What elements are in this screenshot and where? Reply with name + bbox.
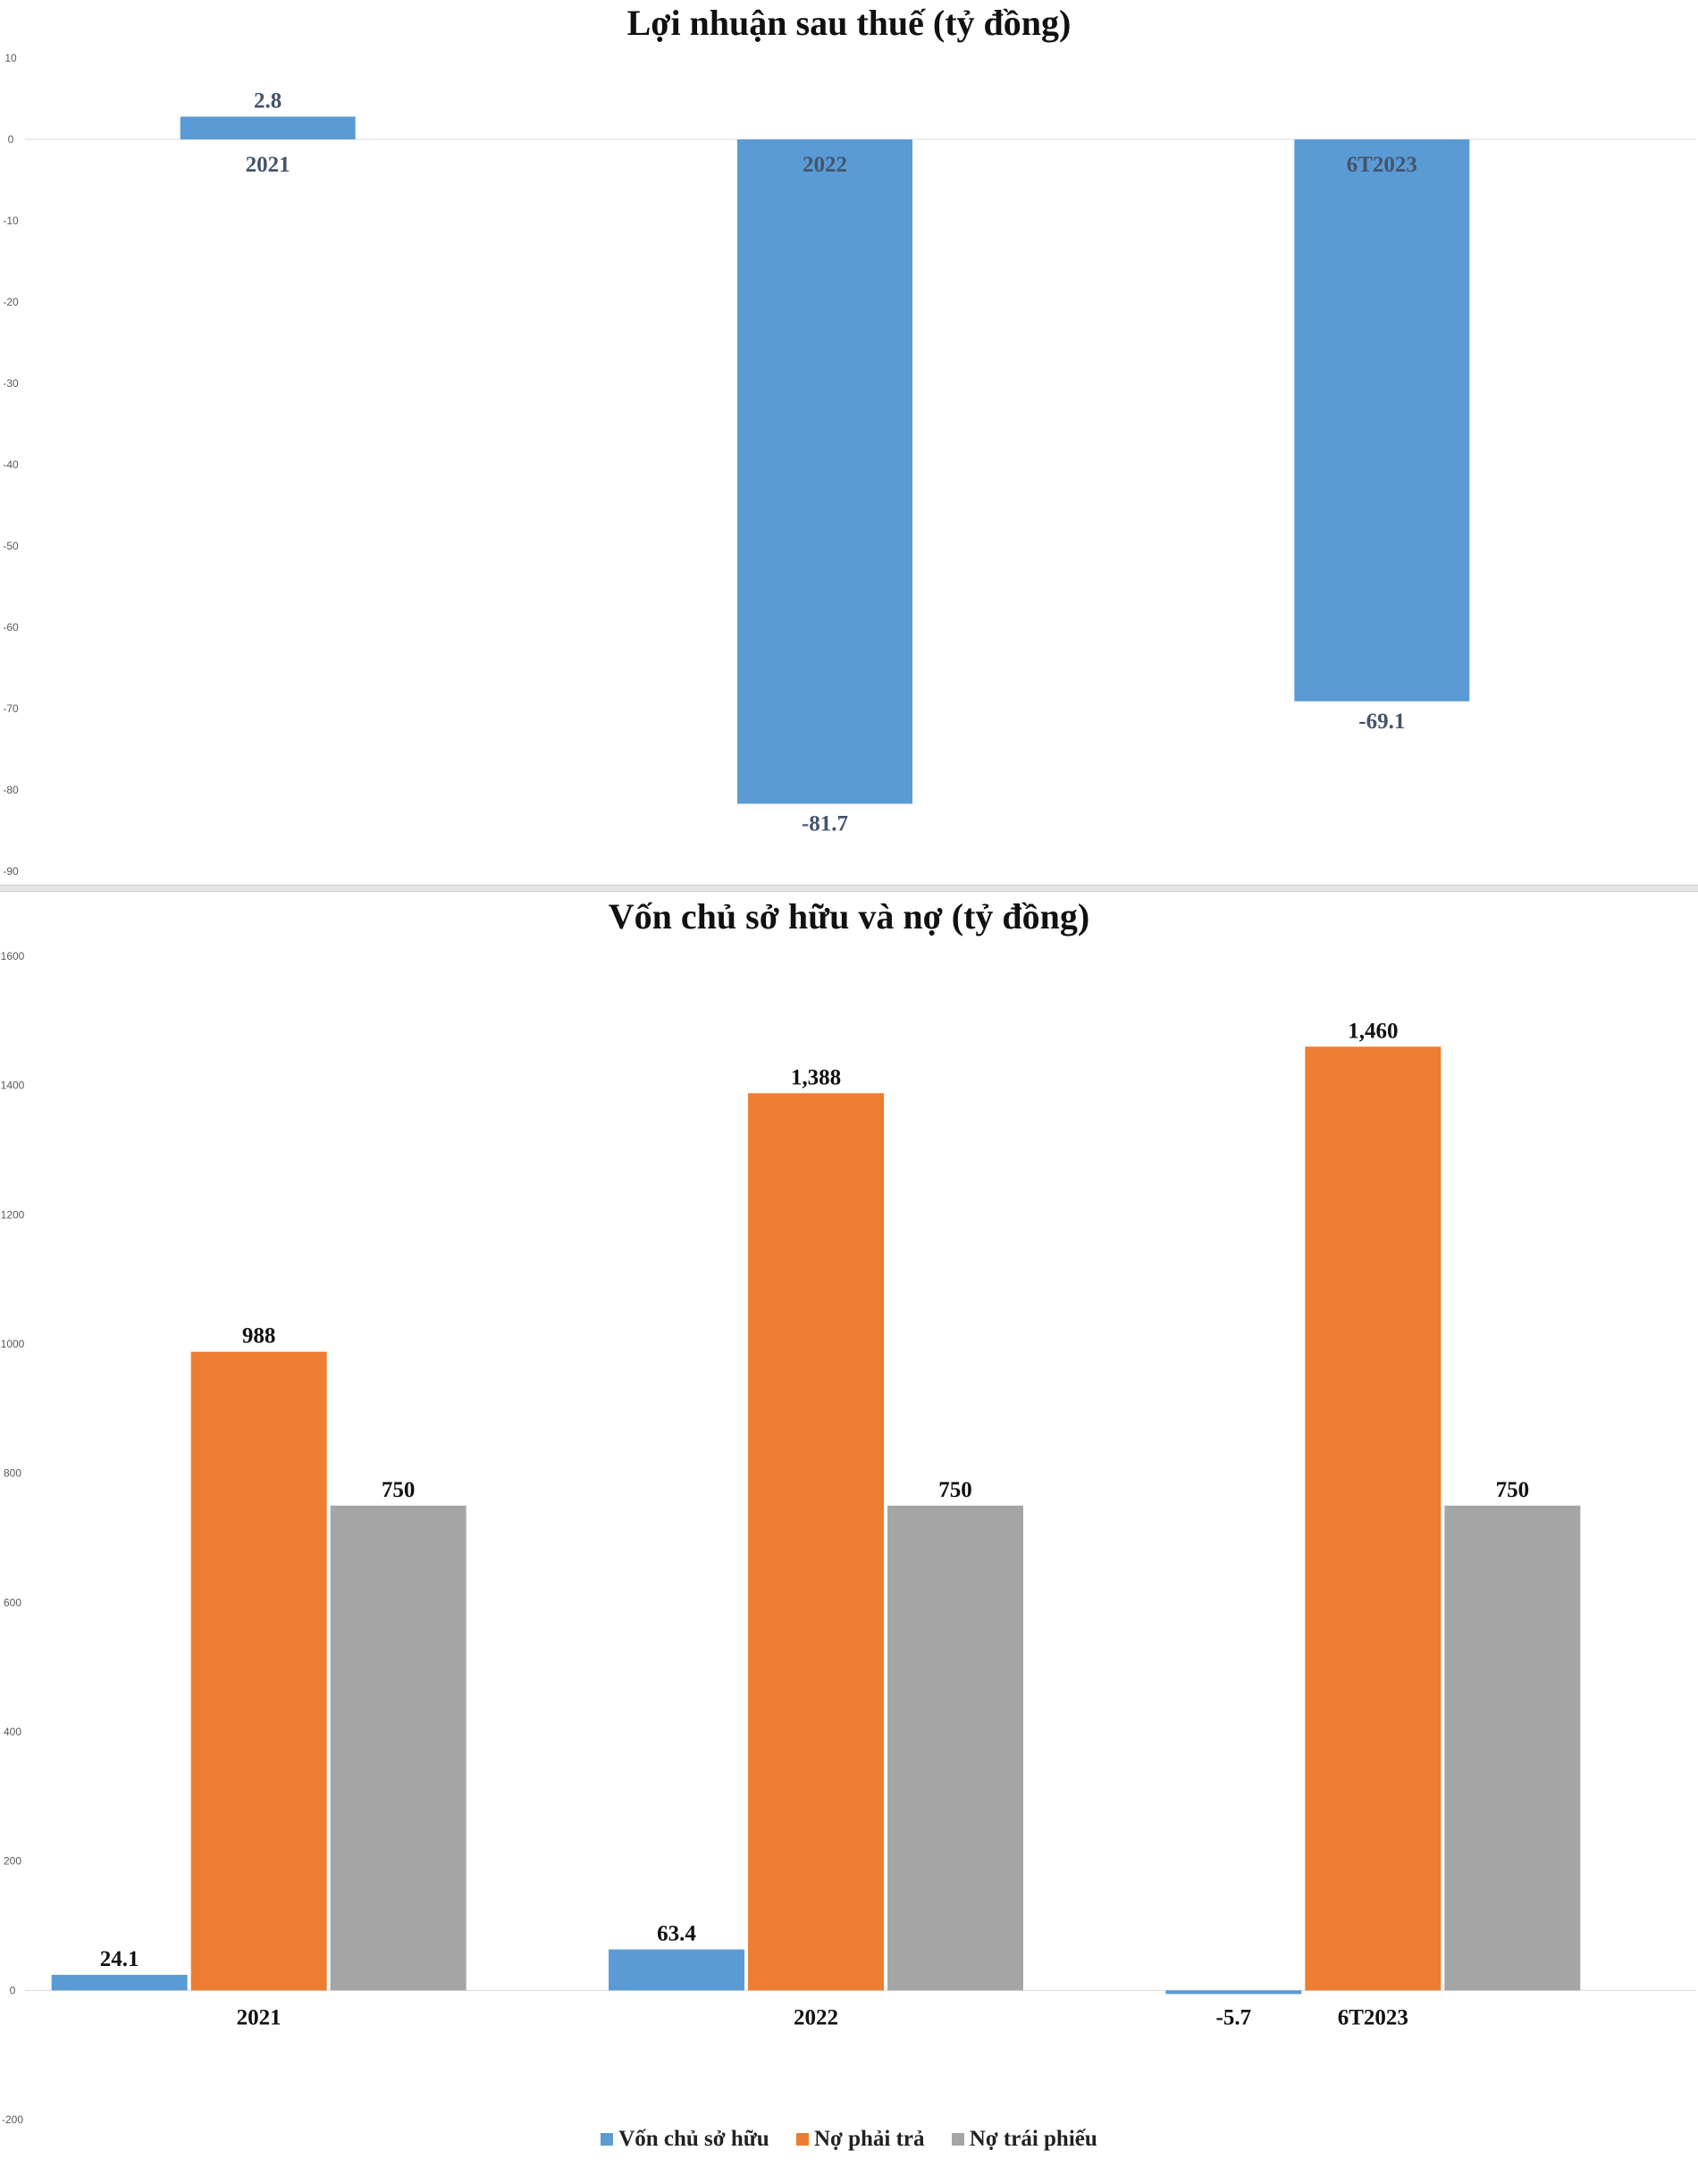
x-category-label: 2021: [246, 153, 290, 177]
profit-chart-panel: Lợi nhuận sau thuế (tỷ đồng) 10 0 -10 -20 -3…: [0, 0, 1698, 885]
legend-item-bond-debt: Nợ trái phiếu: [951, 2127, 1097, 2152]
data-label: 63.4: [657, 1921, 696, 1945]
y-tick-label: 1400: [1, 1079, 25, 1092]
bar: [190, 1351, 327, 1991]
y-tick-label: 0: [8, 133, 14, 146]
data-label: 1,388: [791, 1065, 841, 1089]
x-category-label: 6T2023: [1338, 2005, 1408, 2029]
legend-item-equity: Vốn chủ sở hữu: [601, 2127, 769, 2152]
legend-swatch-liabilities: [795, 2133, 809, 2146]
x-category-label: 2022: [803, 153, 847, 177]
y-tick-label: -60: [3, 621, 19, 634]
legend-label-liabilities: Nợ phải trả: [813, 2127, 925, 2151]
bar: [1165, 1990, 1302, 1995]
data-label: -81.7: [802, 811, 848, 836]
bar: [51, 1974, 188, 1991]
data-label: -69.1: [1358, 710, 1405, 734]
bar: [737, 139, 912, 804]
profit-chart-svg: 10 0 -10 -20 -30 -40 -50 -60 -70 -80 -90 2021 2.8 202…: [3, 52, 1696, 878]
bar: [748, 1093, 884, 1991]
bar: [180, 116, 356, 139]
y-tick-label: -30: [3, 377, 19, 390]
legend-swatch-equity: [601, 2133, 614, 2146]
bar: [887, 1505, 1023, 1991]
legend-label-bond-debt: Nợ trái phiếu: [969, 2127, 1097, 2151]
y-tick-label: 1000: [1, 1338, 25, 1350]
data-label: 988: [242, 1324, 276, 1348]
equity-debt-chart-svg: 1600 1400 1200 1000 800 600 400 200 0 -200 24.1 988…: [1, 950, 1696, 2126]
y-tick-label: 800: [4, 1467, 21, 1480]
y-tick-label: 0: [10, 1984, 16, 1996]
y-tick-label: 400: [4, 1726, 21, 1738]
y-tick-label: -50: [3, 540, 19, 552]
y-tick-label: -70: [3, 702, 19, 715]
y-tick-label: -200: [2, 2113, 23, 2126]
y-tick-label: 600: [4, 1596, 21, 1609]
bar: [1294, 139, 1470, 701]
bar: [609, 1949, 744, 1991]
bar: [1444, 1505, 1581, 1991]
data-label: -5.7: [1216, 2005, 1252, 2029]
x-category-label: 6T2023: [1347, 153, 1417, 177]
bar: [1305, 1046, 1442, 1991]
y-tick-label: 1600: [1, 950, 25, 962]
data-label: 1,460: [1348, 1019, 1398, 1043]
equity-debt-chart-title: Vốn chủ sở hữu và nợ (tỷ đồng): [608, 896, 1090, 937]
data-label: 750: [382, 1478, 416, 1502]
legend-item-liabilities: Nợ phải trả: [795, 2127, 925, 2152]
x-category-label: 2022: [794, 2005, 838, 2029]
bar: [330, 1505, 467, 1991]
legend-label-equity: Vốn chủ sở hữu: [618, 2127, 769, 2151]
y-tick-label: -90: [3, 865, 19, 878]
x-category-label: 2021: [237, 2005, 282, 2029]
legend-swatch-bond-debt: [951, 2133, 964, 2146]
y-tick-label: -40: [3, 458, 19, 471]
y-tick-label: -80: [3, 784, 19, 796]
legend: Vốn chủ sở hữu Nợ phải trả Nợ trái phiếu: [0, 2127, 1698, 2152]
data-label: 24.1: [100, 1947, 139, 1971]
data-label: 750: [1496, 1478, 1530, 1502]
data-label: 750: [938, 1478, 972, 1502]
y-tick-label: 10: [4, 52, 17, 64]
y-tick-label: -20: [3, 296, 19, 308]
profit-chart-title: Lợi nhuận sau thuế (tỷ đồng): [626, 3, 1072, 43]
y-tick-label: 200: [4, 1855, 21, 1868]
equity-debt-chart-panel: Vốn chủ sở hữu và nợ (tỷ đồng) 1600 1400 1…: [0, 892, 1698, 2184]
y-tick-label: -10: [3, 214, 19, 227]
data-label: 2.8: [254, 89, 282, 113]
y-tick-label: 1200: [1, 1208, 25, 1221]
panel-divider: [0, 885, 1698, 892]
